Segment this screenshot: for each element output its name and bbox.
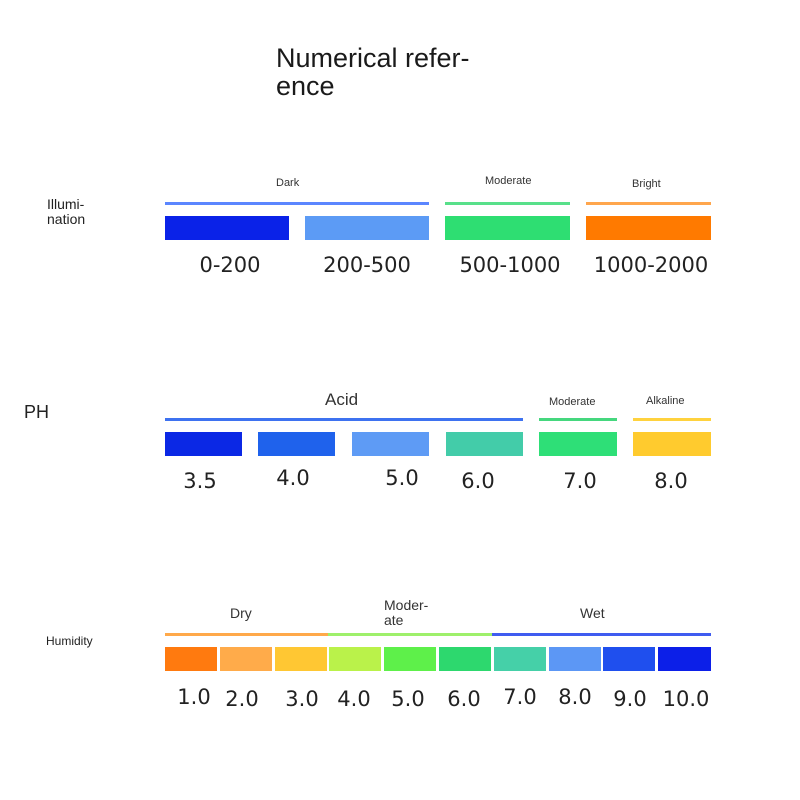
- ph-value-4: 7.0: [563, 469, 597, 493]
- ph-line-alkaline: [633, 418, 711, 421]
- humidity-swatch-9: [658, 647, 711, 671]
- illumination-swatch-3: [586, 216, 711, 240]
- ph-value-2: 5.0: [385, 466, 419, 490]
- humidity-swatch-0: [165, 647, 217, 671]
- humidity-swatch-7: [549, 647, 601, 671]
- humidity-line-dry: [165, 633, 328, 636]
- page-title-line-2: ence: [276, 71, 335, 101]
- humidity-swatch-1: [220, 647, 272, 671]
- ph-swatch-4: [539, 432, 617, 456]
- ph-category-moderate: Moderate: [549, 396, 596, 408]
- ph-swatch-3: [446, 432, 523, 456]
- illumination-swatch-2: [445, 216, 570, 240]
- illumination-category-bright: Bright: [632, 178, 661, 190]
- humidity-value-5: 6.0: [447, 687, 481, 711]
- ph-value-1: 4.0: [276, 466, 310, 490]
- ph-value-5: 8.0: [654, 469, 688, 493]
- illumination-value-3: 1000-2000: [593, 253, 709, 277]
- humidity-category-moderate-line-2: ate: [384, 612, 404, 628]
- humidity-value-2: 3.0: [285, 687, 319, 711]
- humidity-category-moderate: Moder- ate: [384, 598, 428, 628]
- humidity-row-label: Humidity: [46, 634, 93, 648]
- page-title: Numerical refer- ence: [276, 44, 470, 100]
- humidity-line-moderate: [328, 633, 492, 636]
- ph-category-acid: Acid: [325, 390, 359, 409]
- humidity-value-3: 4.0: [337, 687, 371, 711]
- humidity-line-wet: [492, 633, 711, 636]
- illumination-category-dark: Dark: [276, 177, 300, 189]
- humidity-swatch-4: [384, 647, 436, 671]
- page-title-line-1: Numerical refer-: [276, 43, 470, 73]
- humidity-value-1: 2.0: [225, 687, 259, 711]
- ph-swatch-2: [352, 432, 429, 456]
- ph-swatch-0: [165, 432, 242, 456]
- ph-value-3: 6.0: [461, 469, 495, 493]
- humidity-category-moderate-line-1: Moder-: [384, 597, 429, 613]
- illumination-label-line-1: Illumi-: [47, 196, 85, 212]
- humidity-value-8: 9.0: [613, 687, 647, 711]
- illumination-line-dark: [165, 202, 429, 205]
- humidity-value-4: 5.0: [391, 687, 425, 711]
- humidity-swatch-5: [439, 647, 491, 671]
- humidity-category-wet: Wet: [580, 605, 605, 621]
- humidity-value-7: 8.0: [558, 685, 592, 709]
- ph-category-alkaline: Alkaline: [646, 395, 685, 407]
- illumination-line-moderate: [445, 202, 570, 205]
- ph-row-label: PH: [24, 402, 50, 422]
- humidity-swatch-2: [275, 647, 327, 671]
- humidity-swatch-6: [494, 647, 546, 671]
- ph-value-0: 3.5: [183, 469, 217, 493]
- illumination-value-0: 0-200: [199, 253, 261, 277]
- illumination-value-1: 200-500: [323, 253, 411, 277]
- illumination-value-2: 500-1000: [459, 253, 561, 277]
- ph-swatch-5: [633, 432, 711, 456]
- humidity-category-dry: Dry: [230, 605, 252, 621]
- illumination-swatch-0: [165, 216, 289, 240]
- illumination-label-line-2: nation: [47, 211, 86, 227]
- humidity-swatch-3: [329, 647, 381, 671]
- ph-line-acid: [165, 418, 523, 421]
- ph-swatch-1: [258, 432, 335, 456]
- humidity-swatch-8: [603, 647, 655, 671]
- illumination-category-moderate: Moderate: [485, 175, 532, 187]
- humidity-value-6: 7.0: [503, 685, 537, 709]
- ph-line-moderate: [539, 418, 617, 421]
- illumination-row-label: Illumi- nation: [47, 197, 85, 227]
- humidity-value-9: 10.0: [662, 687, 710, 711]
- illumination-line-bright: [586, 202, 711, 205]
- humidity-value-0: 1.0: [177, 685, 211, 709]
- illumination-swatch-1: [305, 216, 429, 240]
